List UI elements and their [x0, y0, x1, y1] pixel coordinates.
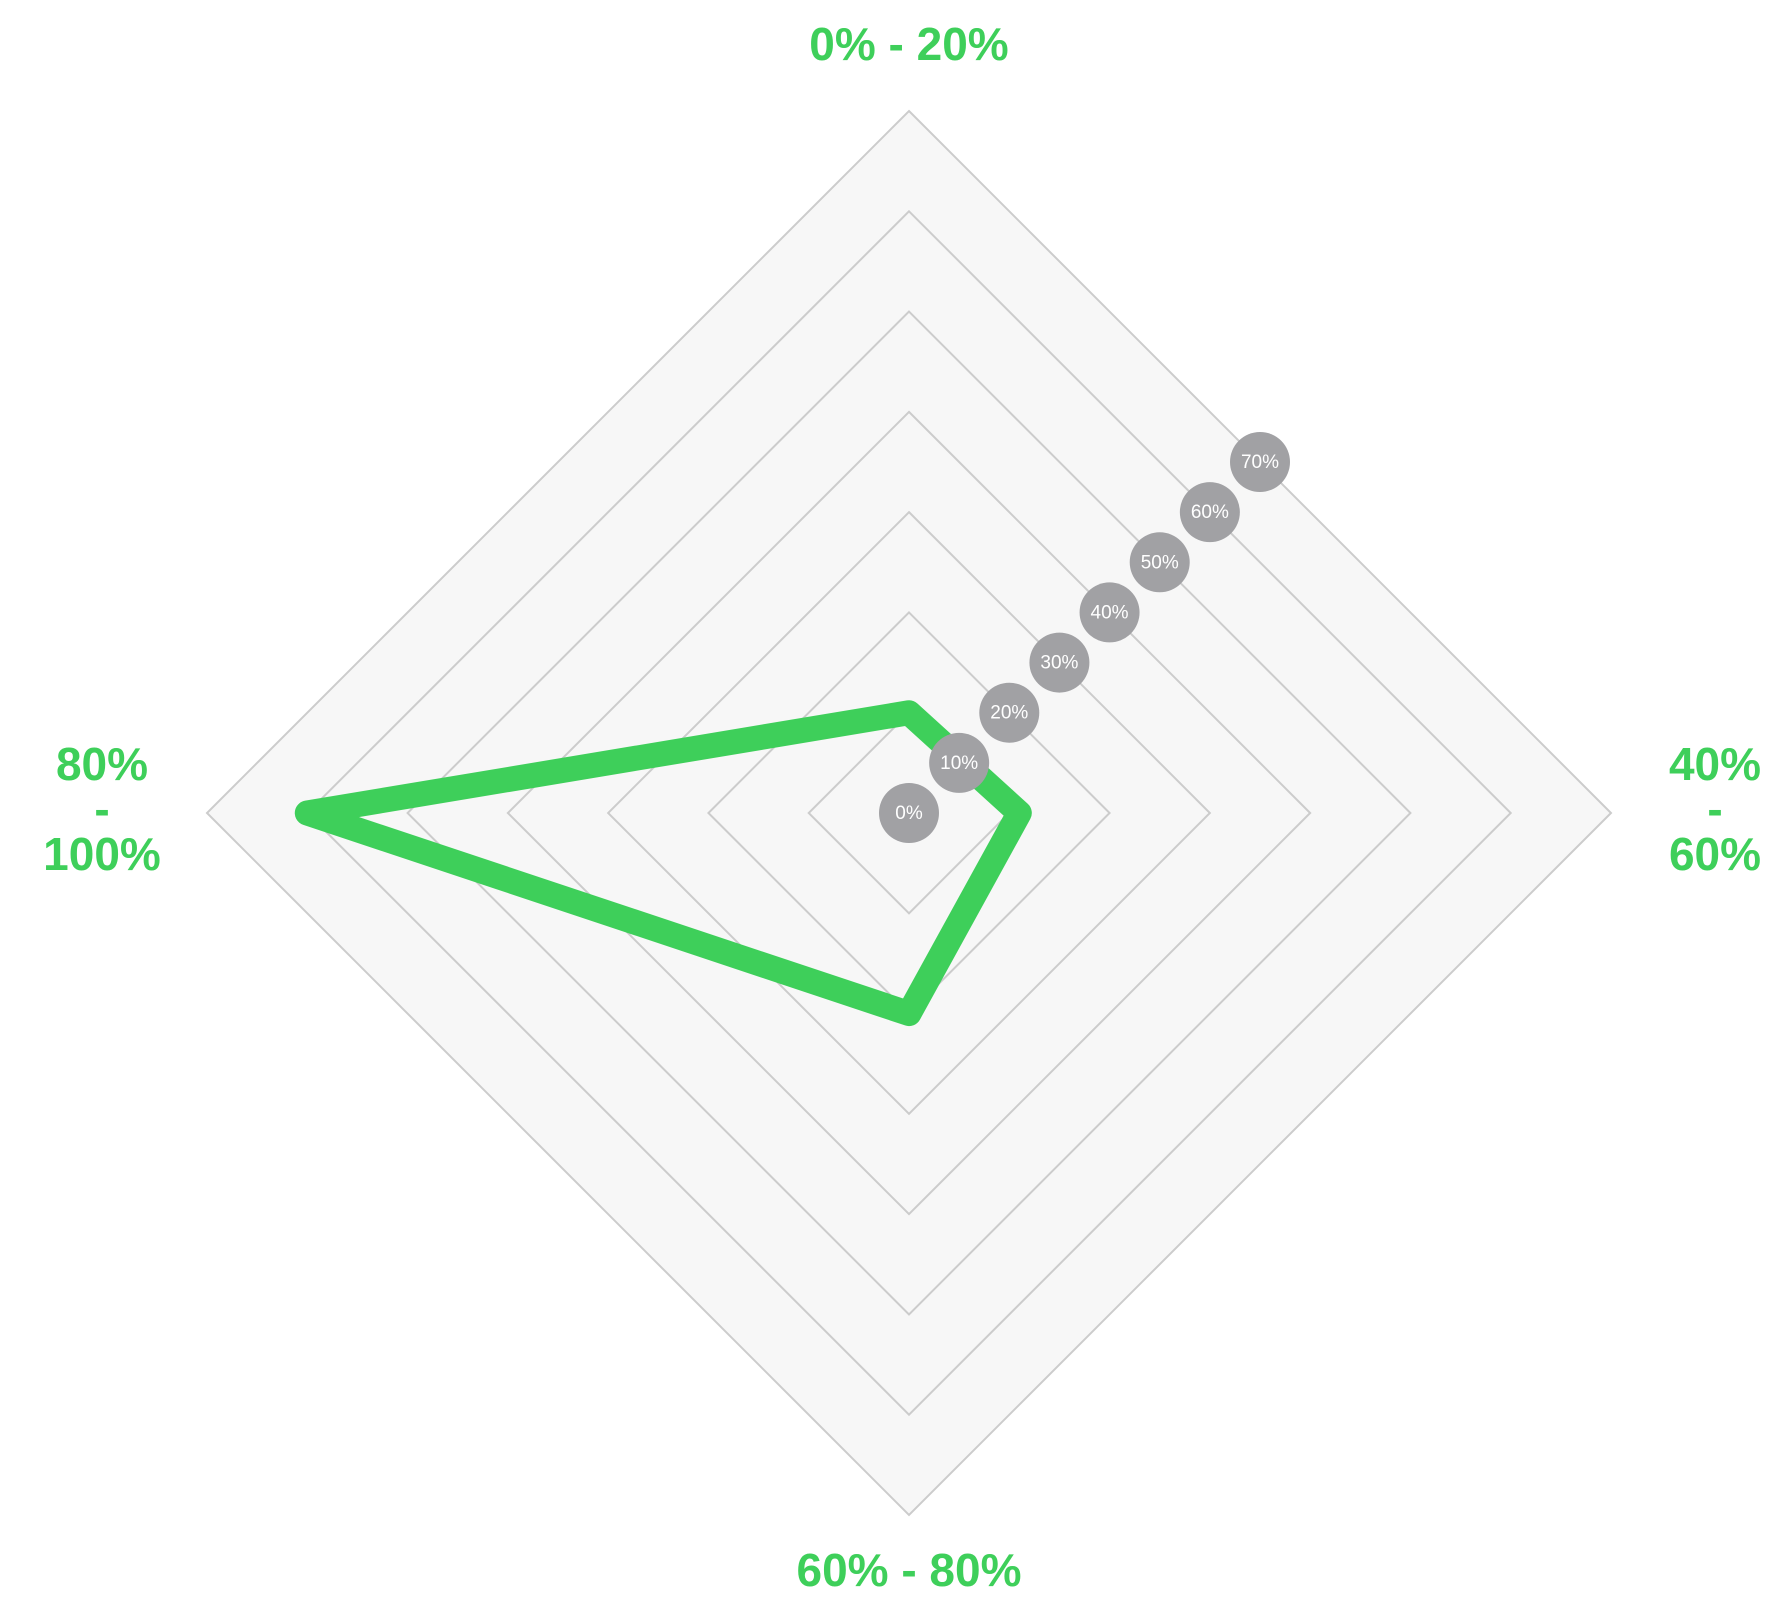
category-label-line: 40% — [1669, 738, 1761, 790]
y-tick-label: 30% — [1040, 653, 1078, 674]
tick-badge — [879, 783, 939, 843]
y-tick-label: 50% — [1141, 552, 1179, 573]
y-tick-label: 60% — [1191, 502, 1229, 523]
y-tick-label: 70% — [1241, 452, 1279, 473]
category-label: 80% -100% — [43, 738, 161, 880]
tick-badge — [1129, 532, 1190, 593]
category-label: 0% - 20% — [809, 18, 1008, 70]
category-label-line: 80% — [56, 738, 148, 790]
category-label-line: 100% — [43, 828, 161, 880]
grid-ring — [205, 109, 1613, 1517]
category-label: 60% - 80% — [796, 1544, 1021, 1596]
y-tick-label: 40% — [1091, 602, 1129, 623]
grid-ring — [606, 510, 1212, 1116]
tick-badge — [979, 682, 1040, 743]
tick-badge — [1179, 482, 1240, 543]
tick-badge — [1079, 582, 1140, 643]
grid-ring — [406, 310, 1412, 1316]
tick-badge — [1029, 632, 1090, 693]
category-label: 40% -60% — [1669, 738, 1761, 880]
y-tick-label: 20% — [990, 703, 1028, 724]
grid-ring — [506, 410, 1312, 1216]
grid-ring — [305, 209, 1513, 1417]
y-tick-label: 0% — [895, 803, 923, 824]
category-label-line: 60% — [1669, 828, 1761, 880]
y-tick-label: 10% — [940, 753, 978, 774]
tick-badge — [1230, 432, 1290, 492]
tick-badge — [929, 732, 990, 793]
category-label-line: - — [1707, 783, 1722, 835]
category-label-line: - — [94, 783, 109, 835]
